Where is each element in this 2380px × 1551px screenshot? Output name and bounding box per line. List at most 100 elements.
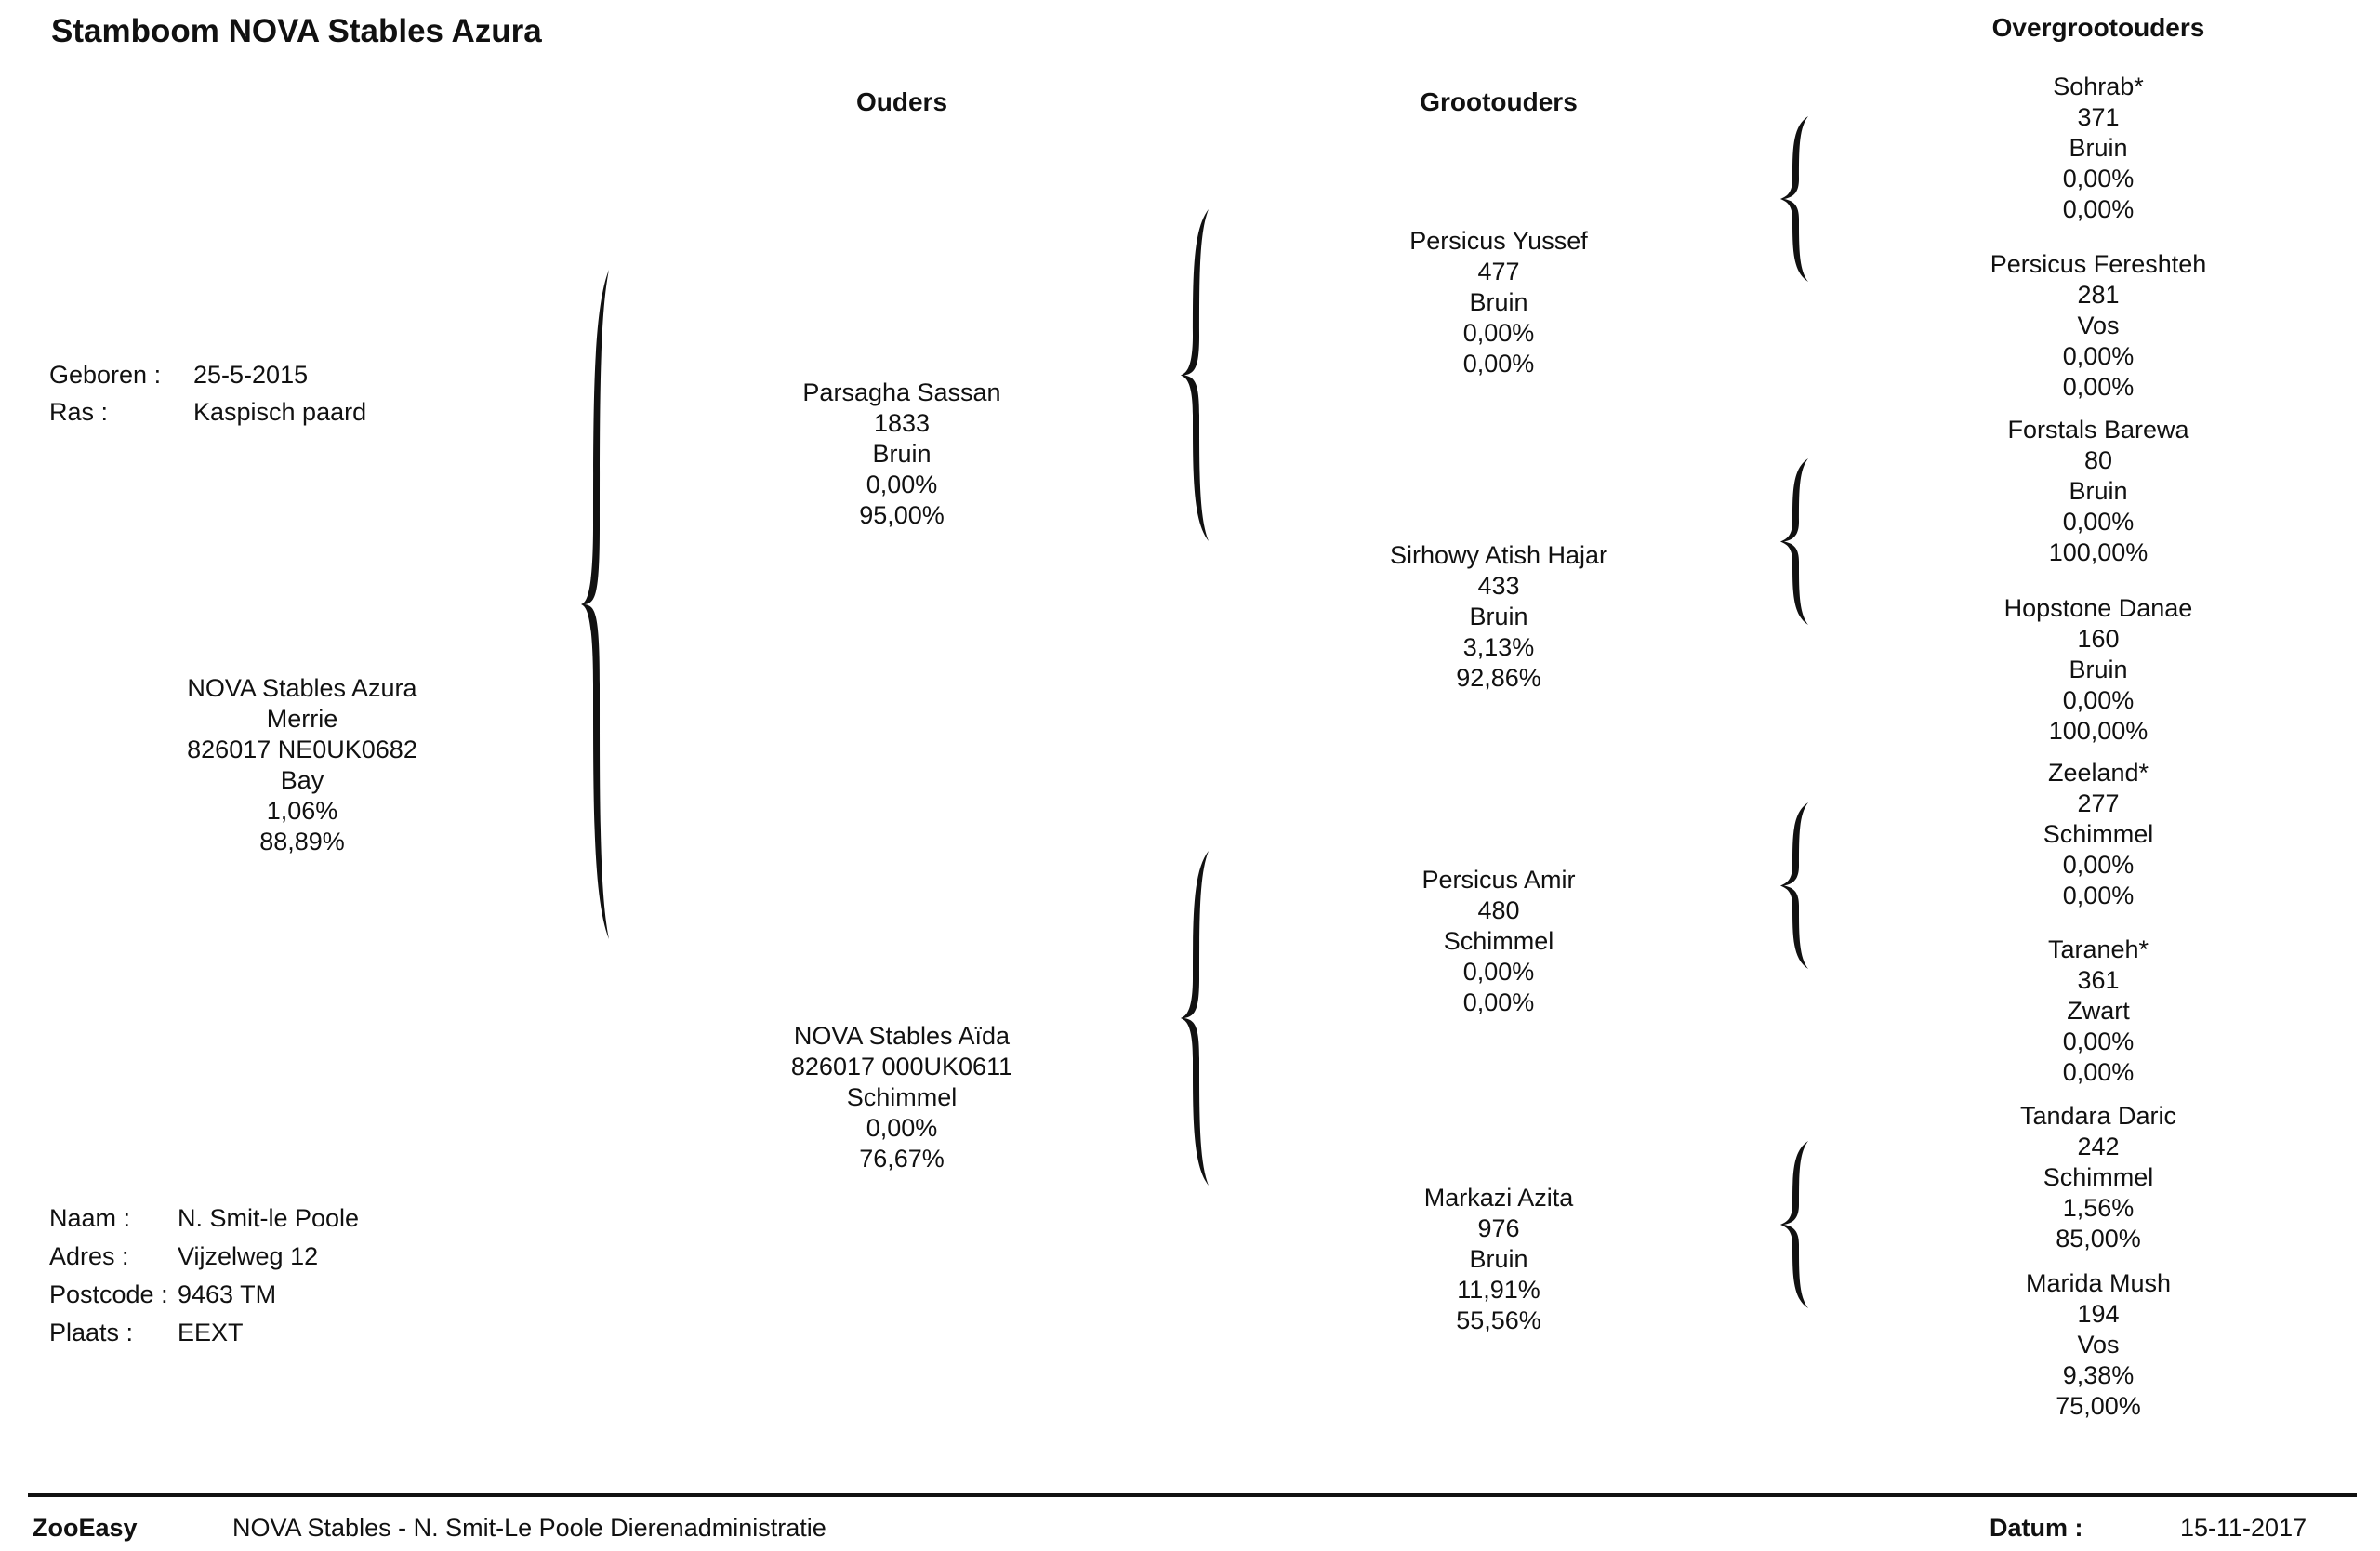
horse-id: 826017 000UK0611	[790, 1053, 1013, 1080]
horse-pct1: 0,00%	[1462, 319, 1535, 347]
page-title: Stamboom NOVA Stables Azura	[51, 13, 542, 49]
footer-organisation: NOVA Stables - N. Smit-Le Poole Dierenad…	[232, 1514, 826, 1542]
horse-id: 242	[2077, 1133, 2120, 1160]
horse-pct1: 0,00%	[866, 1114, 938, 1142]
horse-name: Sohrab*	[2053, 73, 2144, 100]
horse-pct1: 0,00%	[2062, 851, 2135, 879]
great-grandparent-8: Marida Mush 194 Vos 9,38% 75,00%	[1903, 1268, 2294, 1422]
horse-name: Persicus Yussef	[1409, 227, 1588, 255]
horse-pct2: 100,00%	[2048, 538, 2149, 566]
grandparent-4: Markazi Azita 976 Bruin 11,91% 55,56%	[1303, 1183, 1694, 1336]
horse-pct1: 0,00%	[2062, 165, 2135, 192]
footer-date-value: 15-11-2017	[2180, 1514, 2307, 1542]
horse-pct2: 0,00%	[2062, 195, 2135, 223]
horse-pct2: 100,00%	[2048, 717, 2149, 745]
horse-pct1: 0,00%	[2062, 342, 2135, 370]
animal-id: 826017 NE0UK0682	[187, 736, 417, 763]
horse-pct1: 0,00%	[2062, 1027, 2135, 1055]
horse-name: Markazi Azita	[1423, 1184, 1574, 1212]
horse-pct2: 0,00%	[2062, 1058, 2135, 1086]
brace-path	[1780, 1141, 1808, 1308]
footer-date-label: Datum :	[1990, 1514, 2083, 1542]
horse-id: 1833	[873, 409, 931, 437]
owner-city-value: EEXT	[178, 1319, 244, 1346]
great-grandparent-3: Forstals Barewa 80 Bruin 0,00% 100,00%	[1903, 415, 2294, 568]
horse-pct1: 3,13%	[1462, 633, 1535, 661]
horse-color: Zwart	[2067, 997, 2130, 1025]
horse-id: 160	[2077, 625, 2120, 653]
great-grandparent-2: Persicus Fereshteh 281 Vos 0,00% 0,00%	[1903, 249, 2294, 403]
horse-pct1: 0,00%	[866, 471, 938, 498]
brace-gp-3	[1780, 802, 1808, 969]
horse-pct2: 0,00%	[1462, 350, 1535, 378]
horse-name: Tandara Daric	[2019, 1102, 2177, 1130]
brace-path	[581, 270, 609, 939]
horse-pct1: 0,00%	[2062, 686, 2135, 714]
parent-sire: Parsagha Sassan 1833 Bruin 0,00% 95,00%	[707, 378, 1097, 531]
horse-pct1: 0,00%	[2062, 508, 2135, 536]
horse-pct2: 92,86%	[1456, 664, 1541, 692]
animal-info: Geboren : 25-5-2015 Ras : Kaspisch paard	[49, 356, 366, 431]
brace-path	[1181, 209, 1209, 541]
horse-id: 281	[2077, 281, 2120, 309]
horse-color: Bruin	[872, 440, 932, 468]
owner-address-label: Adres :	[49, 1242, 129, 1270]
great-grandparent-4: Hopstone Danae 160 Bruin 0,00% 100,00%	[1903, 593, 2294, 747]
horse-name: Sirhowy Atish Hajar	[1389, 541, 1608, 569]
horse-pct1: 1,56%	[2062, 1194, 2135, 1222]
animal-name: NOVA Stables Azura	[187, 674, 417, 702]
horse-pct2: 55,56%	[1456, 1306, 1541, 1334]
brace-gp-2	[1780, 458, 1808, 625]
horse-pct2: 95,00%	[859, 501, 945, 529]
horse-id: 433	[1477, 572, 1520, 600]
horse-name: Taraneh*	[2047, 935, 2149, 963]
horse-name: Zeeland*	[2047, 759, 2149, 787]
great-grandparent-1: Sohrab* 371 Bruin 0,00% 0,00%	[1903, 72, 2294, 225]
horse-pct1: 11,91%	[1457, 1276, 1540, 1304]
horse-id: 194	[2077, 1300, 2120, 1328]
horse-color: Schimmel	[846, 1083, 958, 1111]
brace-subject	[581, 270, 609, 939]
grandparent-2: Sirhowy Atish Hajar 433 Bruin 3,13% 92,8…	[1303, 540, 1694, 694]
brace-path	[1780, 802, 1808, 969]
animal-pct2: 88,89%	[259, 828, 345, 855]
horse-pct2: 0,00%	[2062, 882, 2135, 909]
horse-color: Bruin	[2069, 656, 2128, 683]
born-value: 25-5-2015	[193, 361, 309, 389]
horse-color: Schimmel	[1443, 927, 1554, 955]
horse-id: 277	[2077, 789, 2120, 817]
brace-path	[1780, 458, 1808, 625]
owner-address-value: Vijzelweg 12	[178, 1242, 319, 1270]
horse-name: Persicus Amir	[1421, 866, 1576, 894]
subject-animal: NOVA Stables Azura Merrie 826017 NE0UK06…	[107, 673, 497, 857]
horse-name: Persicus Fereshteh	[1990, 250, 2207, 278]
horse-color: Bruin	[2069, 134, 2128, 162]
born-label: Geboren :	[49, 361, 162, 389]
horse-color: Schimmel	[2043, 820, 2154, 848]
horse-pct1: 9,38%	[2062, 1361, 2135, 1389]
horse-pct2: 76,67%	[859, 1145, 945, 1173]
brace-path	[1181, 851, 1209, 1186]
horse-color: Bruin	[1469, 288, 1528, 316]
horse-name: Marida Mush	[2025, 1269, 2172, 1297]
horse-id: 371	[2077, 103, 2120, 131]
breed-label: Ras :	[49, 398, 109, 426]
horse-color: Bruin	[1469, 1245, 1528, 1273]
footer-app-name: ZooEasy	[33, 1514, 138, 1542]
breed-value: Kaspisch paard	[193, 398, 367, 426]
horse-id: 477	[1477, 258, 1520, 285]
horse-pct2: 75,00%	[2056, 1392, 2141, 1420]
horse-color: Vos	[2077, 312, 2120, 339]
parent-dam: NOVA Stables Aïda 826017 000UK0611 Schim…	[707, 1021, 1097, 1174]
owner-city-label: Plaats :	[49, 1319, 134, 1346]
footer-rule	[28, 1493, 2357, 1497]
owner-info: Naam : N. Smit-le Poole Adres : Vijzelweg …	[49, 1200, 359, 1352]
horse-color: Bruin	[1469, 603, 1528, 630]
horse-name: NOVA Stables Aïda	[793, 1022, 1011, 1050]
horse-id: 80	[2083, 446, 2113, 474]
owner-postcode-label: Postcode :	[49, 1280, 168, 1308]
grandparent-3: Persicus Amir 480 Schimmel 0,00% 0,00%	[1303, 865, 1694, 1018]
great-grandparent-6: Taraneh* 361 Zwart 0,00% 0,00%	[1903, 935, 2294, 1088]
horse-pct2: 85,00%	[2056, 1225, 2141, 1253]
horse-name: Parsagha Sassan	[802, 378, 1001, 406]
